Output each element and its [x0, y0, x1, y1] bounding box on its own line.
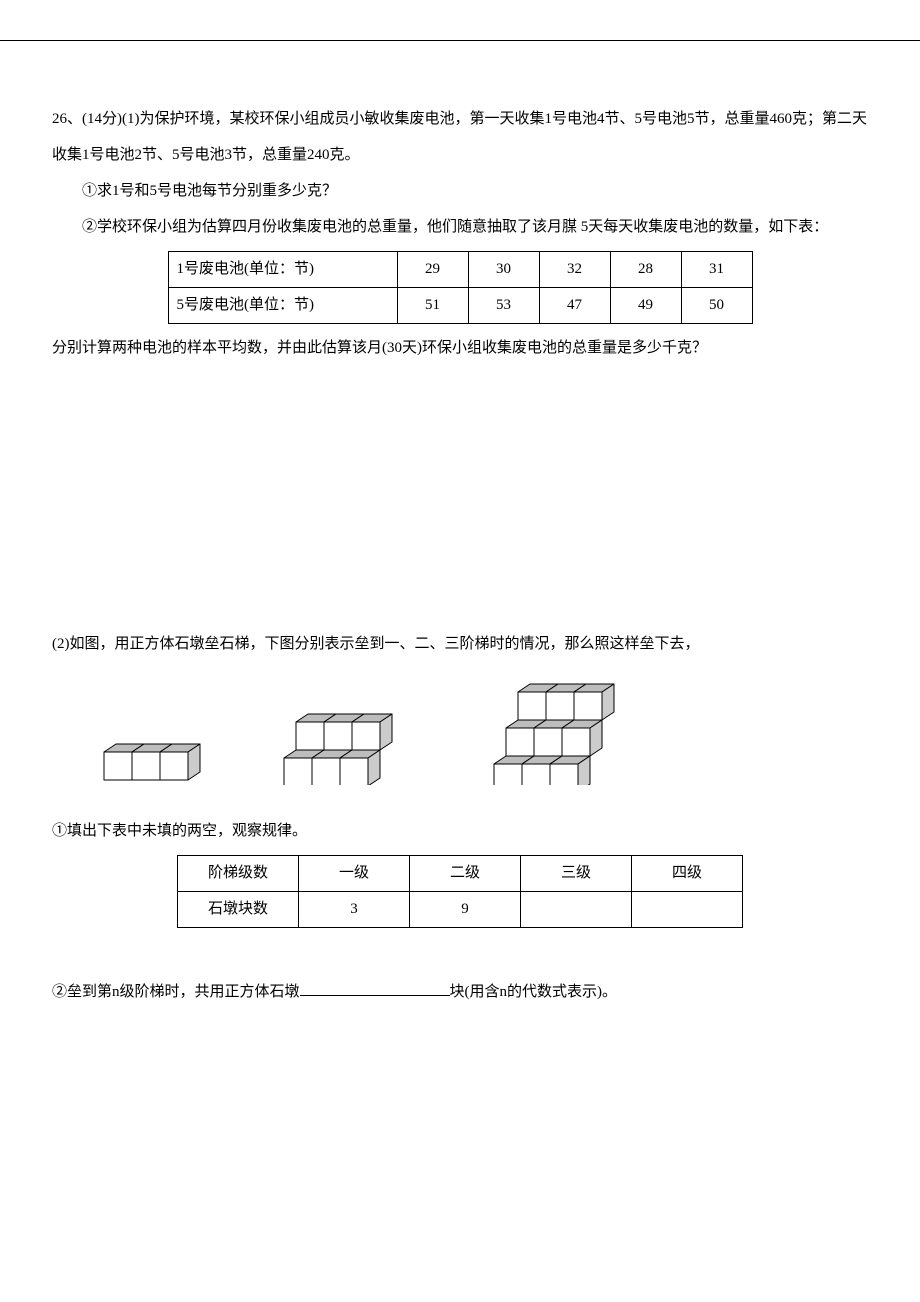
battery-table: 1号废电池(单位：节) 29 30 32 28 31 5号废电池(单位：节) 5… — [168, 251, 753, 324]
stair-figure-1 — [102, 740, 212, 785]
cell: 30 — [468, 252, 539, 288]
cell: 3 — [299, 892, 410, 928]
question-1-2: ②学校环保小组为估算四月份收集废电池的总重量，他们随意抽取了该月腜 5天每天收集… — [52, 209, 868, 245]
table-row: 阶梯级数 一级 二级 三级 四级 — [178, 856, 743, 892]
question-1-1: ①求1号和5号电池每节分别重多少克？ — [52, 173, 868, 209]
cell: 28 — [610, 252, 681, 288]
cell: 29 — [397, 252, 468, 288]
cell — [632, 892, 743, 928]
cell: 32 — [539, 252, 610, 288]
stairs-table: 阶梯级数 一级 二级 三级 四级 石墩块数 3 9 — [177, 855, 743, 928]
cell: 石墩块数 — [178, 892, 299, 928]
cell: 二级 — [410, 856, 521, 892]
row-label: 1号废电池(单位：节) — [168, 252, 397, 288]
blank-space — [52, 934, 868, 974]
stair-figure-2 — [282, 710, 422, 785]
blank-space — [52, 366, 868, 626]
cell: 阶梯级数 — [178, 856, 299, 892]
fill-blank — [300, 980, 450, 996]
question-2-1: ①填出下表中未填的两空，观察规律。 — [52, 813, 868, 849]
table-row: 石墩块数 3 9 — [178, 892, 743, 928]
cell: 9 — [410, 892, 521, 928]
cell: 31 — [681, 252, 752, 288]
stair-figure-3 — [492, 680, 662, 785]
cell: 53 — [468, 288, 539, 324]
table-row: 1号废电池(单位：节) 29 30 32 28 31 — [168, 252, 752, 288]
cell: 49 — [610, 288, 681, 324]
after-table-text: 分别计算两种电池的样本平均数，并由此估算该月(30天)环保小组收集废电池的总重量… — [52, 330, 868, 366]
row-label: 5号废电池(单位：节) — [168, 288, 397, 324]
cell: 一级 — [299, 856, 410, 892]
q22-suffix: 块(用含n的代数式表示)。 — [450, 984, 618, 1000]
cell: 三级 — [521, 856, 632, 892]
cell — [521, 892, 632, 928]
figure-row — [52, 670, 868, 795]
question-2-2: ②垒到第n级阶梯时，共用正方体石墩 块(用含n的代数式表示)。 — [52, 974, 868, 1010]
table-row: 5号废电池(单位：节) 51 53 47 49 50 — [168, 288, 752, 324]
cell: 51 — [397, 288, 468, 324]
q22-prefix: ②垒到第n级阶梯时，共用正方体石墩 — [52, 984, 300, 1000]
cell: 四级 — [632, 856, 743, 892]
cell: 50 — [681, 288, 752, 324]
cell: 47 — [539, 288, 610, 324]
part2-intro: (2)如图，用正方体石墩垒石梯，下图分别表示垒到一、二、三阶梯时的情况，那么照这… — [52, 626, 868, 662]
problem-26-intro: 26、(14分)(1)为保护环境，某校环保小组成员小敏收集废电池，第一天收集1号… — [52, 101, 868, 173]
